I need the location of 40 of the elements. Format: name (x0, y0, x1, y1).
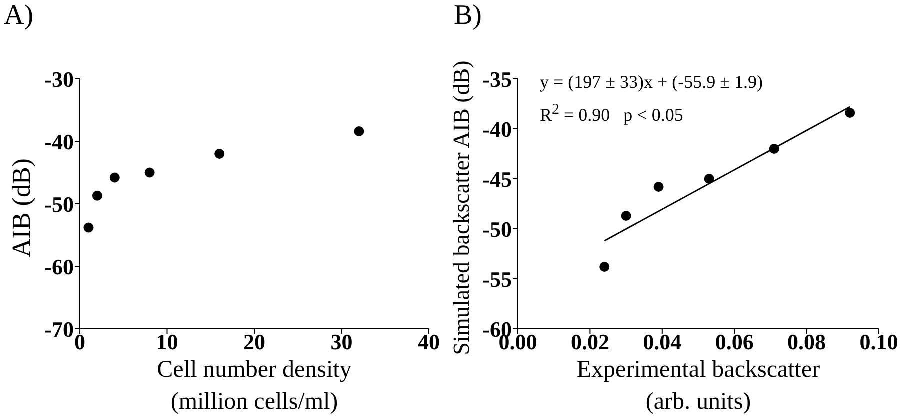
x-axis-title: Cell number density (million cells/ml) (156, 356, 353, 417)
x-tick-label: 40 (418, 330, 440, 355)
y-tick-label: -40 (44, 129, 74, 154)
x-axis-title: Experimental backscatter (arb. units) (576, 356, 822, 417)
point (621, 211, 632, 221)
annotation: R$^{2}$ = 0.90 p < 0.05 (540, 102, 684, 126)
x-tick-label: 20 (244, 330, 266, 355)
point (354, 126, 364, 136)
y-tick-label: -30 (44, 66, 74, 92)
point (654, 182, 664, 192)
y-tick-label: -35 (482, 66, 512, 92)
x-tick-label: 0.08 (788, 330, 826, 355)
x-tick-label: 0 (74, 330, 86, 355)
x-tick-label: 30 (330, 330, 353, 355)
point (704, 174, 714, 184)
y-tick-label: -50 (44, 192, 74, 217)
point (110, 172, 120, 183)
x-tick-label: 10 (156, 330, 178, 355)
y-axis-title: AIB (dB) (7, 158, 37, 258)
y-tick-label: -50 (482, 216, 512, 242)
point (600, 262, 610, 272)
x-tick-label: 0.06 (715, 330, 754, 355)
point (214, 149, 225, 159)
chart-title: B) (454, 0, 482, 32)
y-tick-label: -45 (482, 166, 512, 192)
y-tick-label: -55 (482, 266, 512, 292)
y-tick-label: -40 (482, 116, 512, 142)
y-axis-title: Simulated backscatter AIB (dB) (449, 60, 475, 356)
point (845, 108, 856, 118)
point (769, 144, 780, 154)
y-tick-label: -70 (44, 316, 74, 342)
y-tick-label: -60 (44, 254, 74, 280)
x-tick-label: 0.10 (860, 330, 898, 355)
point (84, 222, 94, 233)
x-tick-label: 0.04 (643, 330, 682, 355)
point (144, 168, 155, 178)
x-tick-label: 0.02 (570, 330, 610, 355)
annotation: y = (197 ± 33)x + (-55.9 ± 1.9) (540, 72, 764, 93)
point (92, 190, 102, 201)
chart-title: A) (4, 0, 34, 32)
